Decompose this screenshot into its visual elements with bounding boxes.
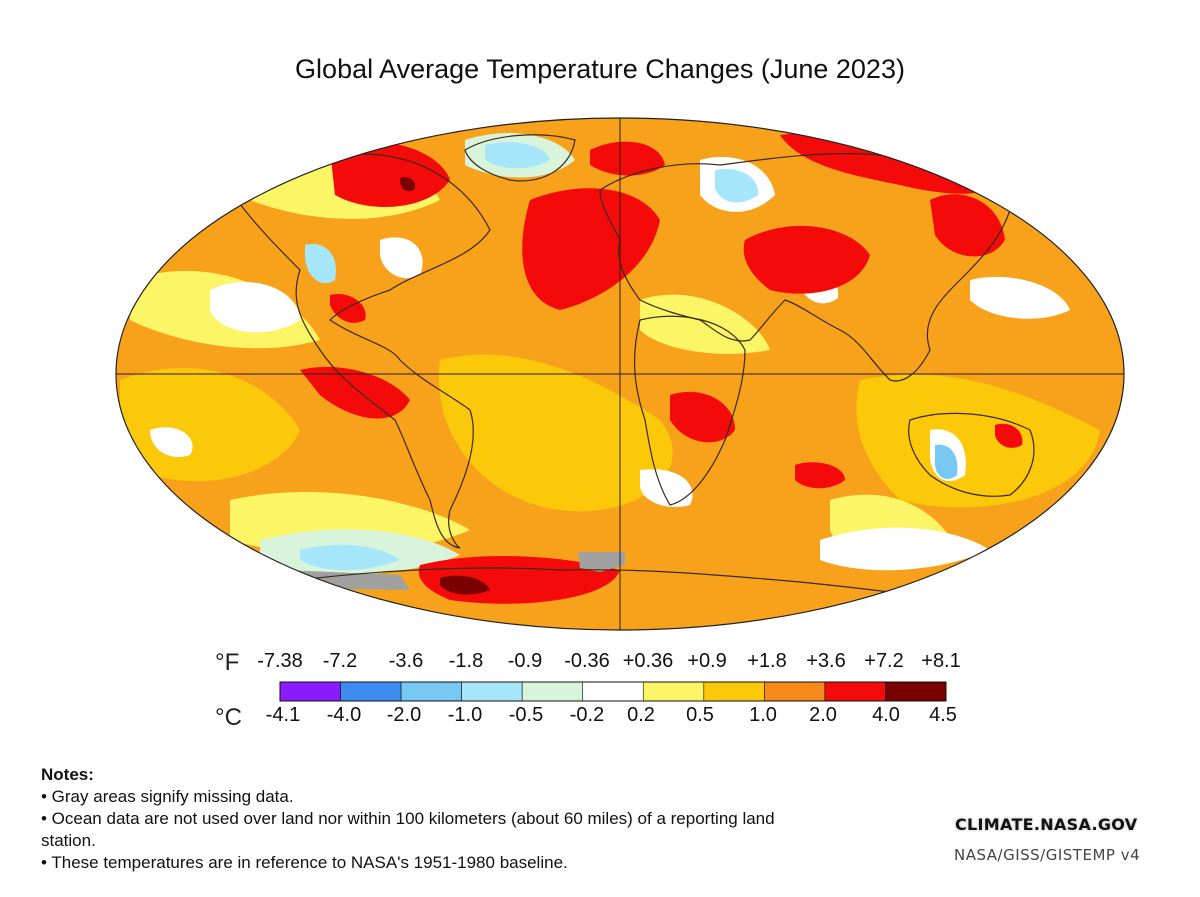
dataset-version: NASA/GISS/GISTEMP v4 (954, 846, 1141, 864)
globe-outline (115, 117, 1125, 631)
anomaly-hot-region (522, 188, 660, 310)
celsius-tick-label: 1.0 (749, 704, 777, 726)
celsius-unit-label: °C (215, 704, 242, 731)
celsius-tick-label: 4.5 (929, 704, 957, 726)
legend-swatch (461, 681, 523, 702)
fahrenheit-tick-label: +0.36 (622, 650, 674, 672)
fahrenheit-tick-label: +3.6 (806, 650, 846, 672)
anomaly-hot-region (330, 294, 366, 323)
fahrenheit-tick-label: -0.36 (564, 650, 610, 672)
celsius-tick-label: 4.0 (872, 704, 900, 726)
anomaly-hot-region (995, 423, 1023, 448)
fahrenheit-tick-label: +0.9 (687, 650, 727, 672)
fahrenheit-tick-label: +1.8 (747, 650, 787, 672)
anomaly-cool-region (970, 276, 1070, 319)
missing-data-region (578, 552, 625, 572)
legend-swatch (521, 681, 584, 702)
anomaly-hot-region (240, 588, 360, 630)
celsius-tick-label: 0.2 (627, 704, 655, 726)
anomaly-cool-region (820, 527, 990, 571)
celsius-tick-label: -4.0 (326, 704, 362, 726)
anomaly-cool-region (380, 237, 423, 279)
anomaly-cool-region (485, 142, 550, 169)
legend-color-bar (279, 681, 947, 702)
anomaly-hot-region (930, 194, 1005, 257)
fahrenheit-tick-label: -7.2 (322, 650, 358, 672)
celsius-tick-label: 2.0 (809, 704, 837, 726)
legend-swatch (340, 681, 402, 702)
anomaly-cool-region (300, 544, 400, 571)
celsius-tick-label: 0.5 (686, 704, 714, 726)
fahrenheit-tick-label: -3.6 (388, 650, 424, 672)
fahrenheit-tick-label: -7.38 (257, 650, 303, 672)
anomaly-hot-region (900, 594, 1000, 630)
anomaly-cool-region (210, 281, 300, 333)
notes-block: Notes: • Gray areas signify missing data… (41, 764, 801, 874)
celsius-tick-label: -0.2 (569, 704, 605, 726)
fahrenheit-tick-label: +8.1 (921, 650, 961, 672)
legend-swatch (764, 681, 826, 702)
anomaly-hot-region (330, 141, 450, 207)
legend-swatch (279, 681, 341, 702)
legend-swatch (582, 681, 644, 702)
note-item: • These temperatures are in reference to… (41, 853, 568, 872)
fahrenheit-tick-label: -1.8 (448, 650, 484, 672)
note-item: • Ocean data are not used over land nor … (41, 809, 775, 850)
celsius-tick-label: -1.0 (447, 704, 483, 726)
anomaly-hot-region (795, 462, 845, 489)
anomaly-hot-region (670, 391, 735, 443)
notes-heading: Notes: (41, 765, 94, 784)
celsius-tick-label: -0.5 (508, 704, 544, 726)
anomaly-hot-region (440, 575, 490, 595)
legend-swatch (703, 681, 765, 702)
anomaly-hot-region (399, 177, 416, 192)
climate-nasa-gov-logo: CLIMATE.NASA.GOV (955, 815, 1138, 834)
anomaly-yellow-region (856, 374, 1100, 508)
map-title: Global Average Temperature Changes (June… (295, 54, 905, 84)
legend-swatch (824, 681, 886, 702)
anomaly-cool-region (715, 168, 759, 203)
anomaly-hot-region (590, 141, 665, 176)
anomaly-yellow-region (438, 354, 673, 512)
legend-swatch (885, 681, 947, 702)
fahrenheit-tick-label: +7.2 (864, 650, 904, 672)
anomaly-cool-region (934, 444, 958, 479)
fahrenheit-unit-label: °F (215, 649, 240, 676)
anomaly-cool-region (150, 427, 193, 458)
legend-swatch (642, 681, 705, 702)
legend-swatch (400, 681, 462, 702)
fahrenheit-tick-label: -0.9 (507, 650, 543, 672)
celsius-tick-label: -4.1 (265, 704, 301, 726)
anomaly-cool-region (305, 244, 336, 284)
celsius-tick-label: -2.0 (386, 704, 422, 726)
anomaly-cool-region (640, 469, 693, 508)
anomaly-hot-region (300, 366, 410, 419)
anomaly-hot-region (743, 225, 870, 294)
note-item: • Gray areas signify missing data. (41, 787, 294, 806)
legend-bar-border (279, 681, 947, 702)
